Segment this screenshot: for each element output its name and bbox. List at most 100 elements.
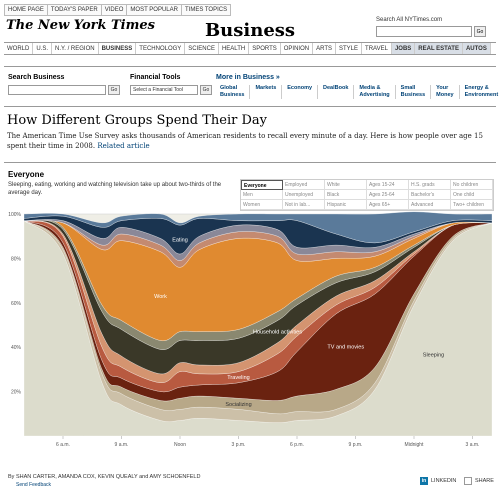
- x-tick-label: 6 a.m.: [56, 442, 70, 448]
- business-sublink-0[interactable]: Global Business: [220, 85, 245, 98]
- nav-item-4[interactable]: TECHNOLOGY: [136, 43, 186, 54]
- filter-option-15[interactable]: Ages 65+: [367, 200, 409, 210]
- group-filter-grid: Everyone Employed White Ages 15-24 H.S. grad…: [240, 179, 494, 211]
- article-deck: The American Time Use Survey asks thousa…: [7, 131, 487, 151]
- more-in-business-label[interactable]: More in Business »: [216, 74, 280, 81]
- x-tick-label: Noon: [174, 442, 186, 448]
- financial-tool-go-button[interactable]: Go: [200, 85, 212, 95]
- x-tick-label: 6 p.m.: [290, 442, 304, 448]
- x-tick-label: 3 p.m.: [232, 442, 246, 448]
- y-tick-label: 20%: [11, 390, 22, 396]
- business-sublink-2[interactable]: Economy: [281, 85, 317, 99]
- search-all-input[interactable]: [376, 26, 472, 37]
- business-sublink-7[interactable]: Energy & Environment: [458, 85, 500, 99]
- series-label: Household activities: [253, 330, 302, 336]
- nav-item-11[interactable]: TRAVEL: [362, 43, 392, 54]
- filter-option-12[interactable]: Women: [241, 200, 283, 210]
- share-icon[interactable]: [464, 477, 472, 485]
- nav-item-10[interactable]: STYLE: [336, 43, 363, 54]
- business-sublink-6[interactable]: Your Money: [430, 85, 458, 99]
- business-sublink-5[interactable]: Small Business: [394, 85, 430, 99]
- y-tick-label: 40%: [11, 345, 22, 351]
- filter-option-7[interactable]: Unemployed: [283, 190, 325, 200]
- filter-option-17[interactable]: Two+ children: [451, 200, 493, 210]
- series-area-12: [23, 211, 493, 244]
- linkedin-icon[interactable]: in: [420, 477, 428, 485]
- search-all-label: Search All NYTimes.com: [376, 17, 443, 23]
- filter-option-11[interactable]: One child: [451, 190, 493, 200]
- financial-tools-label: Financial Tools: [130, 74, 181, 81]
- nav-item-6[interactable]: HEALTH: [219, 43, 250, 54]
- search-business-go-button[interactable]: Go: [108, 85, 120, 95]
- group-title: Everyone: [8, 170, 45, 179]
- series-label: TV and movies: [327, 344, 364, 350]
- nyt-logo[interactable]: The New York Times: [6, 18, 155, 33]
- search-all-go-button[interactable]: Go: [474, 26, 486, 37]
- nav-item-1[interactable]: U.S.: [33, 43, 53, 54]
- business-sublink-1[interactable]: Markets: [249, 85, 281, 99]
- y-tick-label: 60%: [11, 301, 22, 307]
- series-label: Eating: [172, 238, 188, 244]
- nav-item-9[interactable]: ARTS: [313, 43, 337, 54]
- series-label: Work: [154, 294, 167, 300]
- send-feedback-link[interactable]: Send Feedback: [16, 482, 52, 488]
- filter-option-2[interactable]: White: [325, 180, 367, 190]
- share-label[interactable]: SHARE: [475, 478, 494, 484]
- x-tick-label: 9 p.m.: [349, 442, 363, 448]
- top-link-0[interactable]: HOME PAGE: [4, 4, 47, 16]
- filter-option-9[interactable]: Ages 25-64: [367, 190, 409, 200]
- x-tick-label: 3 a.m.: [466, 442, 480, 448]
- y-tick-label: 100%: [8, 212, 21, 218]
- business-sublink-4[interactable]: Media & Advertising: [353, 85, 394, 99]
- filter-option-4[interactable]: H.S. grads: [409, 180, 451, 190]
- nav-item-8[interactable]: OPINION: [281, 43, 314, 54]
- filter-option-14[interactable]: Hispanic: [325, 200, 367, 210]
- nav-item-3[interactable]: BUSINESS: [98, 43, 137, 54]
- nav-item-14[interactable]: AUTOS: [462, 43, 491, 54]
- business-sublinks: Global Business Markets Economy DealBook Medi…: [216, 85, 500, 99]
- divider-graphic: [4, 162, 496, 163]
- top-links: HOME PAGE TODAY'S PAPER VIDEO MOST POPULAR T…: [4, 4, 232, 16]
- search-business-input[interactable]: [8, 85, 106, 95]
- top-link-4[interactable]: TIMES TOPICS: [180, 4, 232, 16]
- financial-tool-select[interactable]: Select a Financial Tool: [130, 85, 198, 95]
- nav-item-2[interactable]: N.Y. / REGION: [52, 43, 99, 54]
- divider-top: [4, 66, 496, 67]
- time-use-chart: 100% 80% 60% 40% 20% Sleeping Socializing TV an…: [8, 211, 493, 448]
- series-label: Sleeping: [423, 352, 444, 358]
- group-description: Sleeping, eating, working and watching t…: [8, 182, 222, 196]
- section-title[interactable]: Business: [204, 20, 296, 41]
- top-link-1[interactable]: TODAY'S PAPER: [46, 4, 101, 16]
- filter-option-5[interactable]: No children: [451, 180, 493, 190]
- linkedin-label[interactable]: LINKEDIN: [431, 478, 457, 484]
- nav-item-13[interactable]: REAL ESTATE: [415, 43, 463, 54]
- related-article-link[interactable]: Related article: [97, 142, 150, 150]
- byline: By SHAN CARTER, AMANDA COX, KEVIN QUEALY…: [8, 474, 201, 480]
- series-label: Socializing: [225, 402, 251, 408]
- deck-text: The American Time Use Survey asks thousa…: [7, 132, 483, 150]
- series-label: Traveling: [227, 375, 249, 381]
- filter-option-8[interactable]: Black: [325, 190, 367, 200]
- filter-option-0[interactable]: Everyone: [241, 180, 283, 190]
- nav-item-5[interactable]: SCIENCE: [185, 43, 219, 54]
- filter-option-6[interactable]: Men: [241, 190, 283, 200]
- nav-item-0[interactable]: WORLD: [4, 43, 34, 54]
- filter-option-10[interactable]: Bachelor's: [409, 190, 451, 200]
- x-tick-label: Midnight: [405, 442, 425, 448]
- nav-item-7[interactable]: SPORTS: [249, 43, 281, 54]
- top-link-3[interactable]: MOST POPULAR: [126, 4, 181, 16]
- filter-option-16[interactable]: Advanced: [409, 200, 451, 210]
- search-business-label: Search Business: [8, 74, 65, 81]
- divider-bottom: [4, 106, 496, 107]
- filter-option-13[interactable]: Not in lab...: [283, 200, 325, 210]
- top-link-2[interactable]: VIDEO: [100, 4, 127, 16]
- page-headline: How Different Groups Spend Their Day: [7, 113, 267, 128]
- x-tick-label: 9 a.m.: [115, 442, 129, 448]
- section-navbar: WORLD U.S. N.Y. / REGION BUSINESS TECHNOLOGY…: [4, 42, 496, 55]
- filter-option-3[interactable]: Ages 15-24: [367, 180, 409, 190]
- filter-option-1[interactable]: Employed: [283, 180, 325, 190]
- y-tick-label: 80%: [11, 256, 22, 262]
- nav-item-12[interactable]: JOBS: [391, 43, 416, 54]
- business-sublink-3[interactable]: DealBook: [317, 85, 353, 99]
- business-subbar: Search Business Go Financial Tools Selec…: [4, 70, 498, 104]
